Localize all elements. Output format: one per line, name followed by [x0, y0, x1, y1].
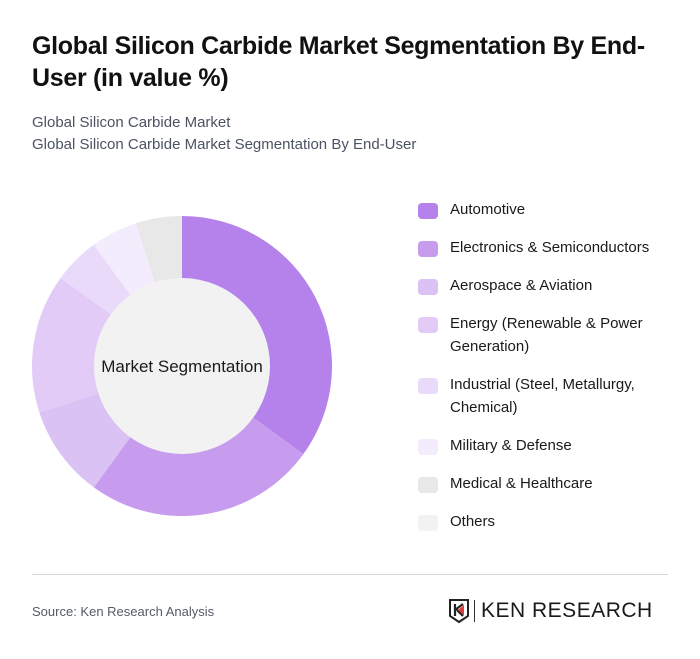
chart-subtitle: Global Silicon Carbide Market Global Sil… [32, 112, 416, 156]
chart-title: Global Silicon Carbide Market Segmentati… [32, 32, 645, 92]
legend-label: Others [450, 513, 496, 530]
legend-swatch-icon [418, 378, 438, 394]
legend-item: Electronics & Semiconductors [418, 236, 678, 259]
legend-item: Others [418, 510, 678, 533]
legend-label: Industrial (Steel, Metallurgy, Chemical) [450, 376, 635, 416]
center-label: Market Segmentation [101, 357, 263, 376]
legend-swatch-icon [418, 439, 438, 455]
legend-label: Aerospace & Aviation [450, 277, 593, 294]
legend-label: Energy (Renewable & Power Generation) [450, 315, 643, 355]
chart-legend: Automotive Electronics & Semiconductors Ae… [418, 198, 678, 548]
footer-divider [32, 574, 668, 575]
legend-item: Automotive [418, 198, 678, 221]
legend-swatch-icon [418, 317, 438, 333]
legend-label: Medical & Healthcare [450, 475, 593, 492]
logo-separator [474, 600, 475, 622]
logo-text: KEN RESEARCH [481, 599, 653, 622]
legend-label: Military & Defense [450, 437, 572, 454]
legend-item: Military & Defense [418, 434, 678, 457]
legend-swatch-icon [418, 241, 438, 257]
legend-item: Energy (Renewable & Power Generation) [418, 312, 678, 358]
legend-swatch-icon [418, 477, 438, 493]
legend-label: Automotive [450, 201, 526, 218]
legend-item: Medical & Healthcare [418, 472, 678, 495]
subtitle-line-1: Global Silicon Carbide Market [32, 114, 231, 131]
ken-shield-icon [449, 599, 469, 624]
donut-chart: Market Segmentation [31, 216, 332, 516]
ken-research-logo: KEN RESEARCH [448, 598, 653, 624]
legend-swatch-icon [418, 279, 438, 295]
legend-label: Electronics & Semiconductors [450, 239, 650, 256]
legend-item: Industrial (Steel, Metallurgy, Chemical) [418, 373, 678, 419]
legend-swatch-icon [418, 515, 438, 531]
legend-item: Aerospace & Aviation [418, 274, 678, 297]
source-note: Source: Ken Research Analysis [32, 604, 215, 619]
legend-swatch-icon [418, 203, 438, 219]
donut-center [94, 278, 270, 454]
subtitle-line-2: Global Silicon Carbide Market Segmentati… [32, 136, 417, 153]
